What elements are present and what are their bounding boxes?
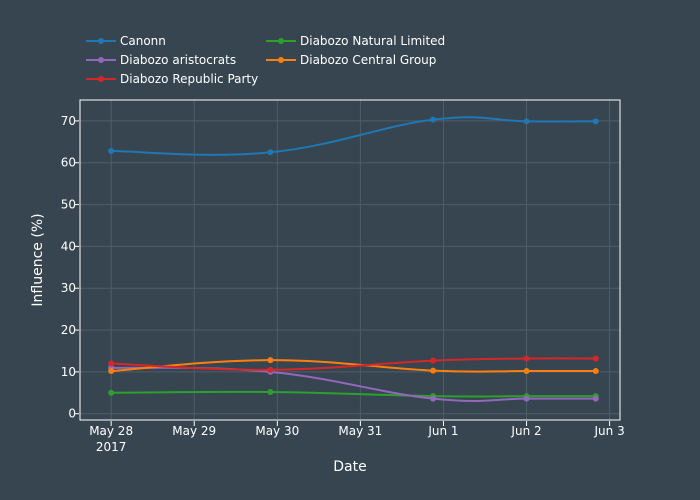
data-point[interactable] — [108, 389, 115, 396]
series-lines — [111, 116, 596, 403]
data-point[interactable] — [523, 355, 530, 362]
x-tick-label: May 31 — [338, 424, 382, 438]
x-axis: May 28 2017 May 29 May 30 May 31 Jun 1 Jun 2 Ju… — [89, 421, 625, 454]
y-axis: 0 10 20 30 40 50 60 70 — [61, 114, 79, 421]
legend-marker — [98, 38, 104, 44]
legend-item[interactable]: Diabozo Republic Party — [86, 72, 258, 86]
x-tick-label: May 29 — [172, 424, 216, 438]
data-point[interactable] — [430, 395, 437, 402]
y-tick-label: 50 — [61, 198, 76, 212]
legend-label: Diabozo Central Group — [300, 53, 436, 67]
data-point[interactable] — [267, 149, 274, 156]
x-axis-title: Date — [333, 459, 366, 475]
series-line-3[interactable] — [111, 359, 596, 373]
data-point[interactable] — [592, 395, 599, 402]
legend-label: Diabozo Republic Party — [120, 72, 258, 86]
legend-marker — [278, 38, 284, 44]
x-tick-label: May 28 — [89, 424, 133, 438]
data-point[interactable] — [267, 366, 274, 373]
legend-label: Canonn — [120, 34, 166, 48]
x-tick-label: May 30 — [255, 424, 299, 438]
data-point[interactable] — [523, 368, 530, 375]
grid — [80, 100, 620, 420]
legend-item[interactable]: Canonn — [86, 34, 166, 48]
y-tick-label: 30 — [61, 281, 76, 295]
legend-marker — [98, 57, 104, 63]
data-point[interactable] — [108, 360, 115, 367]
data-point[interactable] — [267, 388, 274, 395]
data-point[interactable] — [592, 118, 599, 125]
data-point[interactable] — [523, 118, 530, 125]
data-point[interactable] — [430, 357, 437, 364]
legend-marker — [278, 57, 284, 63]
y-tick-label: 0 — [68, 407, 76, 421]
data-point[interactable] — [267, 357, 274, 364]
y-tick-label: 60 — [61, 156, 76, 170]
y-tick-label: 10 — [61, 365, 76, 379]
y-tick-label: 70 — [61, 114, 76, 128]
x-tick-label: Jun 1 — [427, 424, 458, 438]
y-tick-label: 20 — [61, 323, 76, 337]
legend-item[interactable]: Diabozo aristocrats — [86, 53, 236, 67]
legend-marker — [98, 76, 104, 82]
legend-label: Diabozo Natural Limited — [300, 34, 445, 48]
x-tick-sublabel: 2017 — [96, 440, 127, 454]
data-point[interactable] — [592, 368, 599, 375]
x-tick-label: Jun 3 — [594, 424, 625, 438]
x-tick-label: Jun 2 — [510, 424, 541, 438]
series-line-4[interactable] — [111, 357, 596, 371]
legend-item[interactable]: Diabozo Central Group — [266, 53, 436, 67]
data-point[interactable] — [430, 367, 437, 374]
data-point[interactable] — [108, 148, 115, 155]
series-line-0[interactable] — [111, 116, 596, 156]
legend-label: Diabozo aristocrats — [120, 53, 236, 67]
data-point[interactable] — [108, 368, 115, 375]
data-point[interactable] — [523, 395, 530, 402]
y-axis-title: Influence (%) — [30, 213, 46, 306]
legend-item[interactable]: Diabozo Natural Limited — [266, 34, 445, 48]
series-points — [108, 116, 599, 402]
data-point[interactable] — [430, 116, 437, 123]
y-tick-label: 40 — [61, 239, 76, 253]
plot-frame — [79, 99, 621, 421]
data-point[interactable] — [592, 355, 599, 362]
legend[interactable]: Canonn Diabozo Natural Limited Diabozo ari… — [86, 34, 445, 86]
